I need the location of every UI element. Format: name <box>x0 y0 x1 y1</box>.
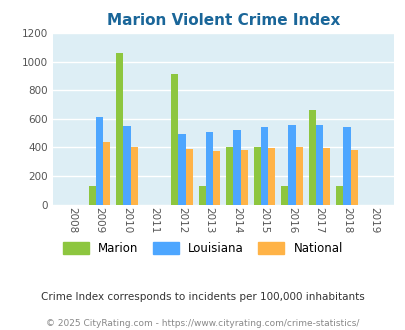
Bar <box>226 148 233 205</box>
Bar <box>308 110 315 205</box>
Text: Crime Index corresponds to incidents per 100,000 inhabitants: Crime Index corresponds to incidents per… <box>41 292 364 302</box>
Bar <box>96 116 103 205</box>
Bar <box>343 127 350 205</box>
Bar <box>205 132 213 205</box>
Title: Marion Violent Crime Index: Marion Violent Crime Index <box>107 13 339 28</box>
Bar <box>253 148 260 205</box>
Bar <box>315 125 322 205</box>
Text: © 2025 CityRating.com - https://www.cityrating.com/crime-statistics/: © 2025 CityRating.com - https://www.city… <box>46 319 359 328</box>
Bar <box>130 147 137 205</box>
Bar <box>267 148 275 205</box>
Bar <box>350 150 357 205</box>
Bar <box>123 126 130 205</box>
Bar <box>281 186 288 205</box>
Bar <box>89 186 96 205</box>
Bar <box>103 143 110 205</box>
Bar <box>260 127 267 205</box>
Bar <box>185 149 192 205</box>
Bar <box>295 148 302 205</box>
Bar <box>178 134 185 205</box>
Bar <box>288 124 295 205</box>
Legend: Marion, Louisiana, National: Marion, Louisiana, National <box>58 237 347 260</box>
Bar <box>233 130 240 205</box>
Bar <box>116 53 123 205</box>
Bar <box>240 149 247 205</box>
Bar <box>198 186 205 205</box>
Bar <box>335 186 343 205</box>
Bar <box>171 75 178 205</box>
Bar <box>213 151 220 205</box>
Bar <box>322 148 330 205</box>
